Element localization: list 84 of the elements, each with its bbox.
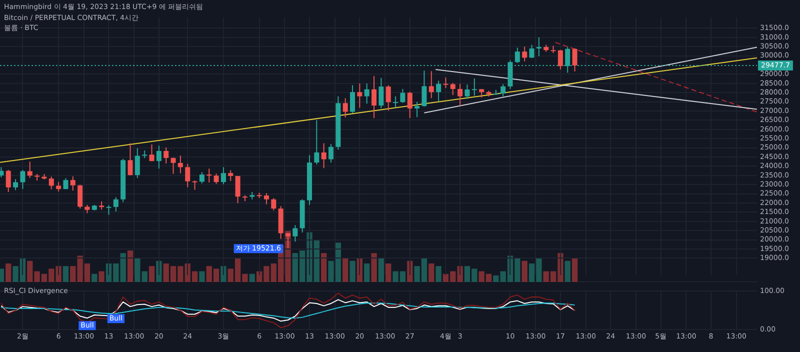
candlestick [13,178,18,191]
candlestick [500,84,506,97]
candlestick [386,84,391,111]
candlestick [285,232,290,249]
bar [428,263,434,282]
candlestick [192,180,198,190]
candlestick [292,224,298,242]
bar [321,253,327,282]
candlestick [264,192,269,205]
bar [249,274,255,282]
candlestick [572,48,578,72]
bar [156,260,162,282]
bar [127,250,134,282]
candlestick [314,120,320,165]
bar [378,258,384,282]
candlestick [529,44,534,59]
candlestick [27,161,32,178]
candlestick [357,82,362,108]
candlestick [321,142,326,169]
bar [371,253,377,282]
candlestick [536,36,542,57]
candlestick [558,49,563,70]
bar [199,271,205,282]
candlestick [170,157,176,174]
candlestick [48,176,54,190]
bar [564,260,570,282]
candlestick [199,172,204,184]
candlestick [522,46,528,62]
candlestick [164,146,169,164]
bar [98,271,104,282]
bar [350,260,356,282]
candlestick [185,163,190,188]
candlestick [443,77,448,89]
candlestick [271,198,276,211]
candlestick [342,98,348,118]
candlestick [156,145,162,170]
candlestick [214,173,219,184]
bar [342,258,348,282]
candlestick [235,175,240,204]
candlestick [472,78,477,96]
candlestick [220,166,226,185]
candlestick [178,155,183,174]
candlestick [78,184,83,210]
bar [148,266,155,282]
candlestick [428,70,434,99]
candlestick [328,144,334,164]
candlestick [400,88,406,104]
candlestick [458,83,463,106]
candlestick [20,169,26,190]
bar [364,263,370,282]
candlestick [56,181,62,192]
bar [142,271,148,282]
candlestick [364,82,370,104]
bar [0,268,4,282]
bar [6,263,12,282]
candlestick [149,144,154,162]
candlestick [228,170,234,182]
bar [220,266,226,282]
bar [436,266,442,282]
bar [386,263,392,282]
candlestick [407,91,412,119]
bar [92,274,98,282]
bar [134,258,140,282]
candlestick [128,142,133,176]
candlestick [372,76,377,119]
candlestick [550,45,556,54]
candlestick [350,84,356,114]
bar [62,266,69,282]
candlestick [113,196,118,212]
candlestick [414,101,420,118]
candlestick [6,169,11,192]
bar [522,260,528,282]
candlestick [436,80,442,102]
candlestick [514,47,520,64]
candlestick [378,77,384,109]
candlestick [422,70,427,108]
candlestick [206,168,212,183]
candlestick [450,82,456,96]
candlestick [70,176,76,192]
bar [572,258,578,282]
candlestick [134,148,140,179]
candlestick [393,96,398,108]
candlestick [464,84,470,100]
candlestick [106,204,112,216]
